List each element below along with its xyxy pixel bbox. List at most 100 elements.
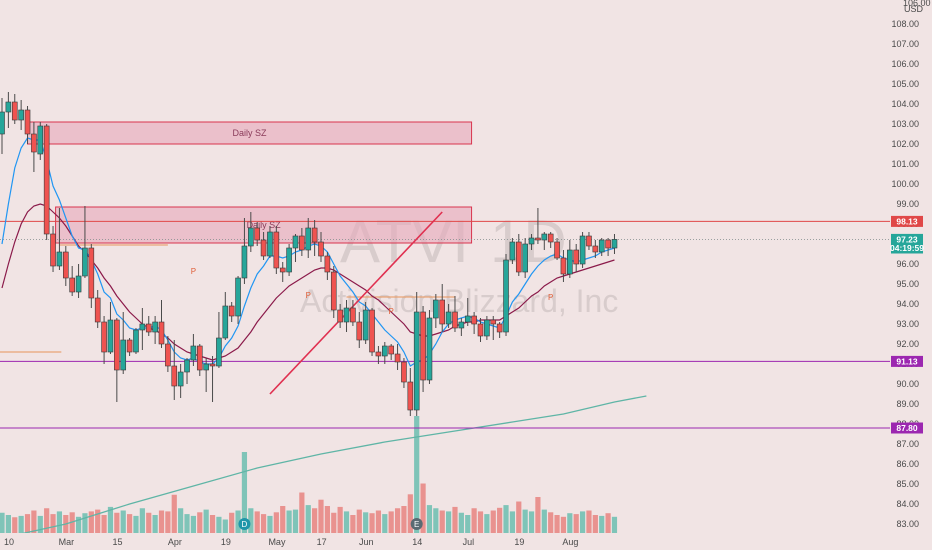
y-axis-top-label: 106.00 (903, 0, 931, 8)
candle-down (101, 321, 107, 353)
supply-zone-label-1: Daily SZ (247, 220, 282, 230)
y-tick-label: 102.00 (891, 139, 919, 149)
volume-bar (407, 494, 413, 533)
volume-bar (331, 512, 337, 533)
candle-down (31, 133, 37, 153)
candle-down (573, 249, 580, 265)
volume-bar (337, 506, 343, 533)
candle-down (439, 299, 446, 325)
price-label-0: 98.13 (896, 216, 918, 226)
volume-bar (229, 512, 235, 533)
volume-bar (509, 511, 515, 533)
candle-up (292, 235, 299, 249)
volume-bar (324, 506, 330, 533)
volume-bar (573, 514, 579, 533)
candle-up (18, 109, 24, 121)
volume-bar (446, 511, 452, 533)
candle-up (37, 125, 44, 155)
volume-bar (44, 508, 50, 533)
slow-moving-average (1, 203, 615, 361)
volume-bar (567, 513, 573, 533)
y-tick-label: 101.00 (891, 159, 919, 169)
volume-bar (0, 512, 5, 533)
price-label-box-4 (891, 422, 923, 434)
candle-down (165, 343, 171, 367)
volume-bar (120, 510, 126, 533)
time-axis[interactable]: 10 Mar 15 Apr 19 May 17 Jun 14 Jul 19 Aug (0, 533, 932, 550)
candle-down (324, 255, 331, 273)
y-tick-label: 107.00 (891, 39, 919, 49)
horizontal-lines (0, 220, 890, 429)
supply-zone-label-0: Daily SZ (233, 128, 268, 138)
volume-bar (101, 515, 107, 533)
candle-up (0, 111, 5, 135)
supply-zones: Daily SZ Daily SZ (27, 121, 473, 244)
candle-up (75, 275, 82, 293)
candle-up (139, 323, 146, 331)
volume-bar (401, 506, 407, 533)
candle-down (24, 109, 31, 135)
y-tick-label: 96.00 (896, 259, 919, 269)
volume-bar (554, 515, 560, 533)
candle-down (560, 257, 567, 275)
volume-bar (241, 452, 248, 533)
trendline[interactable] (269, 211, 443, 395)
volume-bar (497, 507, 503, 533)
price-axis[interactable]: 106.00 USD 108.00 107.00 106.00 105.00 104.0… (890, 0, 932, 534)
x-tick-label: 14 (412, 537, 422, 547)
candle-up (120, 339, 127, 371)
candle-down (605, 239, 611, 249)
volume-bar (114, 512, 120, 533)
candles (0, 92, 618, 416)
y-tick-label: 86.00 (896, 459, 919, 469)
price-label-box-1 (891, 233, 923, 245)
volume-bar (273, 512, 279, 533)
volume-bar (260, 514, 267, 533)
candle-up (522, 243, 528, 273)
candle-up (203, 363, 209, 371)
y-tick-label: 100.00 (891, 179, 919, 189)
candle-down (196, 345, 203, 371)
volume-bar (516, 501, 522, 533)
price-label-box-2 (891, 242, 923, 254)
candle-down (11, 101, 18, 121)
candle-down (94, 297, 101, 323)
volume-bar (611, 516, 618, 533)
volume-bar (267, 515, 273, 533)
volume-bar (548, 512, 554, 533)
candle-down (547, 233, 554, 243)
volume-bar (165, 511, 171, 533)
volume-bar (503, 505, 509, 533)
volume-bar (158, 510, 165, 533)
currency-label: USD (904, 4, 924, 14)
candle-down (375, 351, 382, 357)
volume-bar (209, 515, 216, 533)
candle-down (477, 323, 484, 337)
volume-bar (146, 512, 152, 533)
candle-down (254, 227, 260, 241)
volume-bar (152, 515, 158, 533)
watermark-interval: 1D (490, 208, 567, 275)
candle-up (381, 345, 388, 357)
volume-bar (24, 514, 31, 533)
volume-bar (414, 416, 420, 533)
y-tick-label: 84.00 (896, 499, 919, 509)
volume-bar (184, 514, 190, 533)
candle-down (535, 237, 541, 241)
volume-bar (369, 513, 375, 533)
volume-bar (133, 515, 139, 533)
price-label-3: 91.13 (896, 356, 918, 366)
y-tick-label: 89.00 (896, 399, 919, 409)
candle-up (216, 337, 222, 367)
volume-bar (56, 511, 63, 533)
event-badge-letter-d: D (242, 520, 248, 529)
candle-up (190, 345, 197, 361)
volume-bar (394, 508, 401, 533)
y-tick-label: 87.00 (896, 439, 919, 449)
y-tick-label: 95.00 (896, 279, 919, 289)
candle-up (286, 247, 292, 273)
volume-bar (579, 511, 586, 533)
candle-up (484, 319, 490, 337)
